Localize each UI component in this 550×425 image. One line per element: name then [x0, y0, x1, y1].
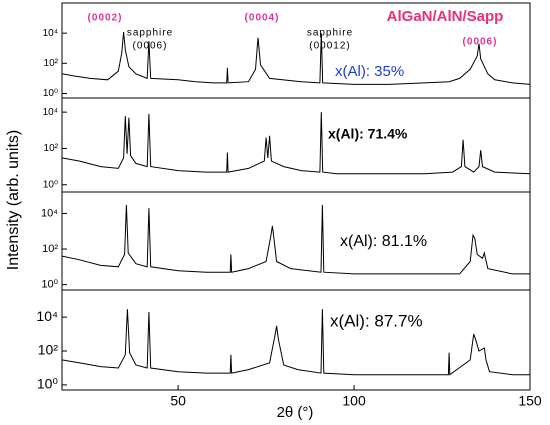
y-tick-label: 10⁰ — [43, 88, 58, 99]
panel-label: x(Al): 35% — [335, 63, 404, 80]
y-tick-label: 10⁴ — [43, 107, 58, 118]
y-tick-label: 10⁰ — [41, 279, 58, 291]
annotation: sapphire — [307, 28, 353, 39]
y-tick-label: 10⁰ — [37, 376, 59, 392]
annotation: (00012) — [309, 41, 350, 52]
x-tick-label: 50 — [170, 393, 186, 409]
panel-frame — [61, 191, 531, 291]
panel-label: x(Al): 81.1% — [340, 233, 427, 250]
panel-frame — [61, 289, 531, 391]
x-axis-label: 2θ (°) — [277, 404, 314, 421]
y-tick-label: 10² — [44, 143, 59, 154]
spectrum-line — [61, 112, 531, 175]
annotation: (0002) — [88, 13, 123, 24]
y-tick-label: 10² — [38, 342, 59, 358]
panel-label: x(Al): 87.7% — [330, 311, 423, 330]
x-tick-label: 150 — [518, 393, 542, 409]
spectrum-line — [61, 31, 531, 85]
y-tick-label: 10² — [44, 58, 59, 69]
panel-frame — [61, 97, 531, 193]
spectrum-line — [61, 204, 530, 275]
y-axis-label: Intensity (arb. units) — [5, 130, 22, 271]
y-tick-label: 10² — [42, 243, 58, 255]
spectrum-line — [61, 309, 530, 376]
x-tick-label: 100 — [342, 393, 366, 409]
panel-label: x(Al): 71.4% — [328, 126, 408, 142]
y-tick-label: 10⁴ — [36, 308, 58, 324]
annotation: (0006) — [133, 41, 168, 52]
y-tick-label: 10⁰ — [43, 179, 58, 190]
annotation: (0006) — [463, 37, 498, 48]
annotation: sapphire — [127, 28, 173, 39]
chart-title: AlGaN/AlN/Sapp — [387, 8, 504, 25]
y-tick-label: 10⁴ — [43, 28, 58, 39]
annotation: (0004) — [245, 13, 280, 24]
y-tick-label: 10⁴ — [41, 207, 58, 219]
